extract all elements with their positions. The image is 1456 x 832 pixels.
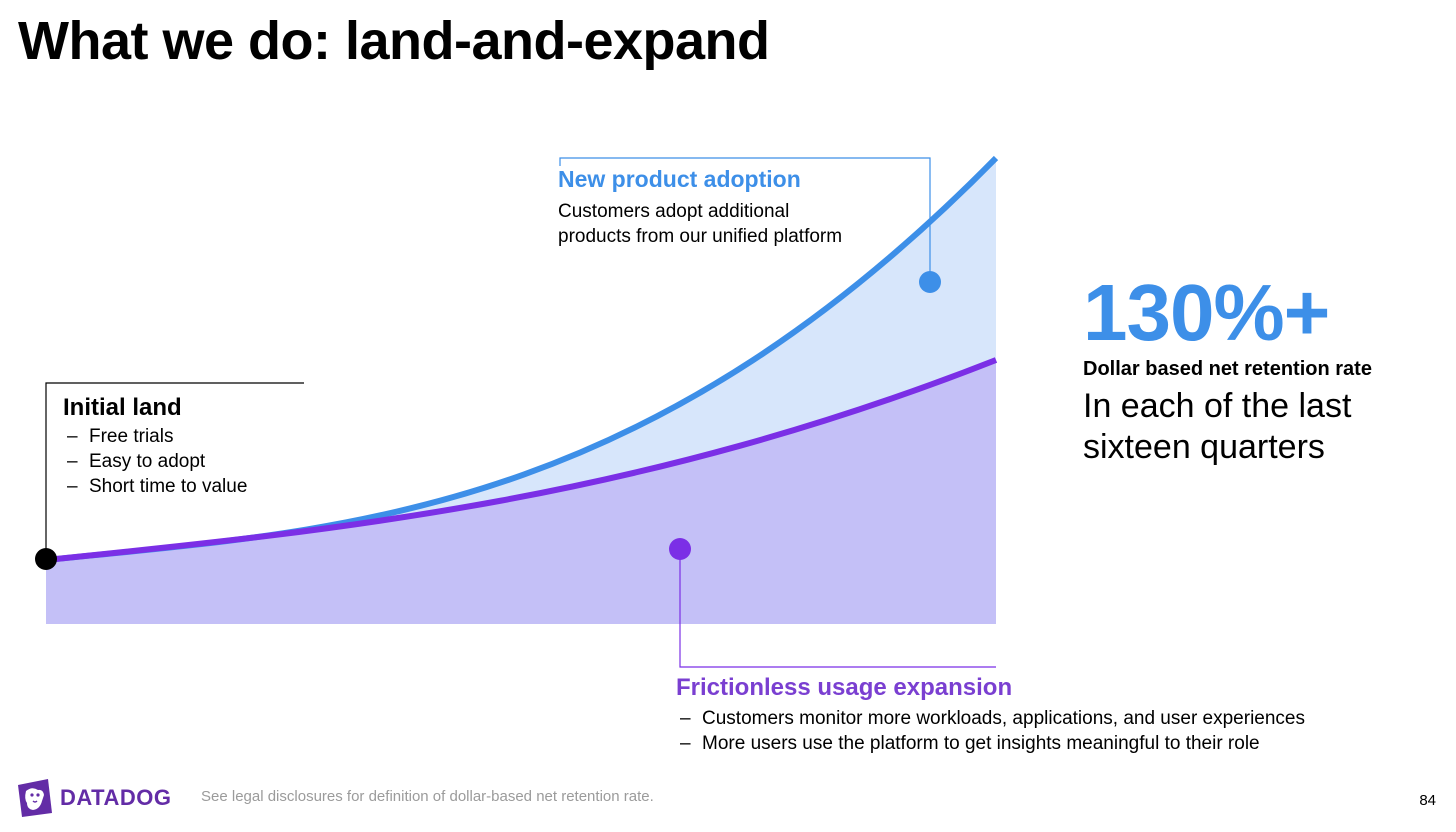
initial-land-marker (35, 548, 57, 570)
usage-expansion-curve (45, 357, 998, 563)
initial-land-callout: Initial land Free trials Easy to adopt S… (63, 394, 247, 499)
frictionless-callout: Frictionless usage expansion Customers m… (676, 674, 1305, 756)
frictionless-list: Customers monitor more workloads, applic… (676, 706, 1305, 756)
frictionless-title: Frictionless usage expansion (676, 674, 1013, 701)
new-product-text-line1: Customers adopt additional (558, 201, 790, 222)
new-product-title: New product adoption (558, 166, 801, 192)
page-number: 84 (1419, 792, 1436, 809)
metric-value: 130%+ (1083, 268, 1330, 357)
metric-subtext: In each of the last sixteen quarters (1083, 387, 1352, 466)
new-product-marker (919, 271, 941, 293)
new-product-text-line2: products from our unified platform (558, 226, 843, 247)
retention-metric: 130%+ Dollar based net retention rate In… (1083, 270, 1403, 468)
logo-wordmark: DATADOG (60, 785, 172, 810)
usage-expansion-area (46, 360, 996, 624)
legal-note: See legal disclosures for definition of … (201, 788, 654, 805)
new-product-area (46, 158, 996, 560)
list-item: Customers monitor more workloads, applic… (676, 706, 1305, 731)
frictionless-marker (669, 538, 691, 560)
new-product-callout: New product adoption Customers adopt add… (558, 166, 842, 249)
datadog-dog-icon (18, 779, 52, 817)
list-item: Short time to value (63, 474, 247, 499)
new-product-connector (559, 157, 931, 282)
metric-label: Dollar based net retention rate (1083, 358, 1372, 380)
initial-land-list: Free trials Easy to adopt Short time to … (63, 424, 247, 499)
initial-land-title: Initial land (63, 394, 182, 421)
initial-land-connector (45, 382, 304, 560)
frictionless-connector (679, 549, 996, 668)
datadog-logo: DATADOG (16, 777, 171, 819)
page-title: What we do: land-and-expand (18, 11, 770, 71)
list-item: More users use the platform to get insig… (676, 731, 1305, 756)
list-item: Free trials (63, 424, 247, 449)
list-item: Easy to adopt (63, 449, 247, 474)
